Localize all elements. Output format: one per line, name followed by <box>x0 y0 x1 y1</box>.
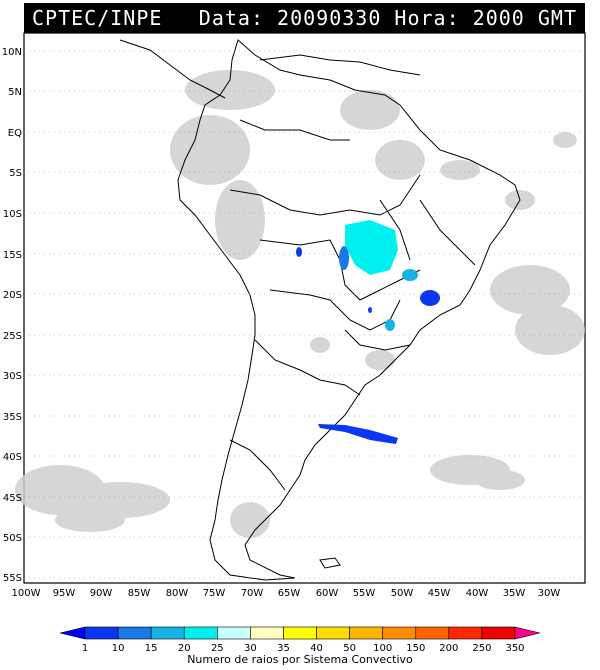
convective-system-west-1 <box>339 246 349 270</box>
legend-value-label: 40 <box>310 643 323 654</box>
legend-value-label: 25 <box>211 643 224 654</box>
convective-system-south-1 <box>385 319 395 331</box>
legend-swatch <box>448 626 483 640</box>
country-border-8 <box>379 199 411 261</box>
lat-label: EQ <box>8 128 22 139</box>
lat-label: 55S <box>3 573 22 584</box>
lon-label: 60W <box>316 588 339 599</box>
convective-system-argentina <box>318 424 398 444</box>
convective-system-west-2 <box>296 247 302 257</box>
convective-system-south-2 <box>368 307 372 313</box>
convective-system-east-1 <box>402 269 418 281</box>
lon-label: 50W <box>391 588 414 599</box>
lon-label: 45W <box>428 588 451 599</box>
lat-label: 35S <box>3 412 22 423</box>
country-border-3 <box>259 239 421 301</box>
lon-label: 55W <box>353 588 376 599</box>
legend-swatch <box>349 626 383 640</box>
country-border-1 <box>239 119 350 141</box>
legend-swatch <box>316 626 350 640</box>
legend-swatch <box>283 626 317 640</box>
lat-label: 10N <box>2 47 22 58</box>
lon-label: 75W <box>203 588 226 599</box>
legend-value-label: 20 <box>178 643 191 654</box>
lat-label: 5S <box>9 168 22 179</box>
legend-swatch <box>117 626 152 640</box>
graticule <box>24 50 585 579</box>
falklands-outline <box>319 557 341 569</box>
cloud-cover-layer <box>15 70 585 538</box>
lon-label: 35W <box>503 588 526 599</box>
country-border-7 <box>419 199 476 266</box>
country-borders-layer <box>119 39 521 581</box>
lat-label: 40S <box>3 452 22 463</box>
legend-value-label: 100 <box>373 643 392 654</box>
legend-value-label: 50 <box>343 643 356 654</box>
lon-label: 85W <box>128 588 151 599</box>
legend-value-label: 35 <box>277 643 290 654</box>
legend-value-label: 15 <box>145 643 158 654</box>
legend-arrow-high <box>514 626 541 640</box>
legend-value-label: 1 <box>82 643 88 654</box>
country-border-9 <box>229 439 286 491</box>
longitude-labels: 100W 95W 90W 85W 80W 75W 70W 65W 60W 55W… <box>12 588 561 599</box>
legend-value-label: 250 <box>472 643 491 654</box>
legend-title: Numero de raios por Sistema Convectivo <box>187 653 413 666</box>
datetime-label: Data: 20090330 Hora: 2000 GMT <box>198 6 577 30</box>
lon-label: 30W <box>538 588 561 599</box>
legend-swatch <box>481 626 516 640</box>
caribbean-coast <box>259 54 421 76</box>
country-border-2 <box>229 174 421 216</box>
source-label: CPTEC/INPE <box>32 6 163 30</box>
color-legend: 1 10 15 20 25 30 35 40 50 100 150 200 250 350 <box>59 626 541 654</box>
legend-value-label: 30 <box>244 643 257 654</box>
legend-value-label: 150 <box>406 643 425 654</box>
legend-swatch <box>150 626 185 640</box>
legend-value-label: 200 <box>439 643 458 654</box>
lat-label: 5N <box>8 87 22 98</box>
legend-swatch <box>382 626 417 640</box>
lat-label: 45S <box>3 493 22 504</box>
lon-label: 70W <box>241 588 264 599</box>
lon-label: 95W <box>53 588 76 599</box>
convective-system-central-brazil <box>345 220 398 275</box>
lon-label: 65W <box>278 588 301 599</box>
legend-swatch <box>84 626 119 640</box>
legend-swatch <box>415 626 450 640</box>
lat-label: 15S <box>3 250 22 261</box>
map-header: CPTEC/INPE Data: 20090330 Hora: 2000 GMT <box>24 3 585 33</box>
legend-swatch <box>217 626 251 640</box>
lat-label: 10S <box>3 209 22 220</box>
legend-swatch <box>250 626 284 640</box>
lon-label: 100W <box>12 588 41 599</box>
lat-label: 25S <box>3 331 22 342</box>
legend-swatch <box>183 626 218 640</box>
convective-systems-layer <box>296 220 440 444</box>
lon-label: 80W <box>166 588 189 599</box>
central-america-outline <box>119 39 226 99</box>
south-america-outline <box>177 39 521 581</box>
convective-system-southeast <box>420 290 440 306</box>
latitude-labels: 10N 5N EQ 5S 10S 15S 20S 25S 30S 35S 40S… <box>2 47 22 584</box>
legend-value-label: 10 <box>112 643 125 654</box>
lon-label: 40W <box>466 588 489 599</box>
lat-label: 20S <box>3 290 22 301</box>
lat-label: 50S <box>3 533 22 544</box>
legend-value-label: 350 <box>505 643 524 654</box>
country-border-5 <box>344 329 411 351</box>
lat-label: 30S <box>3 371 22 382</box>
legend-arrow-low <box>59 626 86 640</box>
lon-label: 90W <box>90 588 113 599</box>
